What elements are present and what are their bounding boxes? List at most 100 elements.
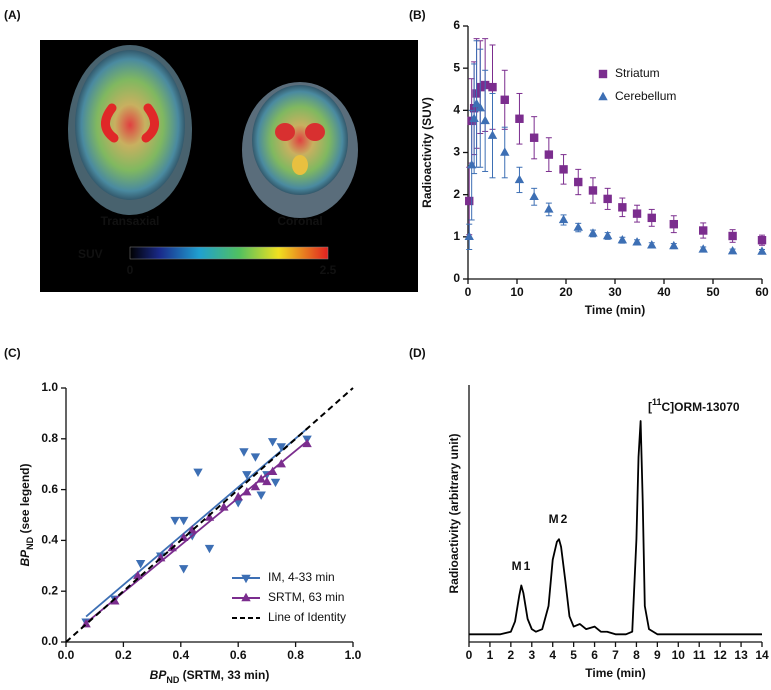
marker bbox=[598, 91, 608, 101]
marker bbox=[471, 98, 482, 108]
marker bbox=[500, 147, 510, 156]
y-tick-label: 0.0 bbox=[41, 634, 58, 648]
x-tick-label: 4 bbox=[549, 648, 556, 662]
x-tick-label: 40 bbox=[657, 285, 671, 299]
marker bbox=[602, 230, 613, 240]
marker bbox=[574, 177, 583, 187]
x-tick-label: 5 bbox=[570, 648, 577, 662]
y-tick-label: 0.4 bbox=[41, 533, 58, 547]
chromatogram-line bbox=[469, 420, 762, 636]
marker bbox=[276, 443, 286, 452]
y-tick-label: 0.6 bbox=[41, 482, 58, 496]
x-tick-label: 10 bbox=[510, 285, 524, 299]
peak-annotation: M2 bbox=[549, 512, 570, 526]
marker bbox=[698, 244, 708, 253]
legend-label: Cerebellum bbox=[615, 89, 676, 103]
marker bbox=[110, 596, 120, 605]
marker bbox=[178, 565, 189, 574]
text-part: (SRTM, 33 min) bbox=[179, 668, 269, 682]
x-tick-label: 0 bbox=[465, 285, 472, 299]
marker bbox=[544, 150, 554, 159]
marker bbox=[699, 226, 708, 235]
x-tick-label: 1.0 bbox=[345, 648, 362, 662]
marker bbox=[133, 570, 143, 580]
marker bbox=[219, 502, 229, 511]
y-tick-label: 6 bbox=[453, 18, 460, 32]
x-tick-label: 7 bbox=[612, 648, 619, 662]
marker bbox=[617, 235, 628, 244]
x-tick-label: 11 bbox=[693, 648, 706, 662]
marker bbox=[487, 130, 498, 139]
marker bbox=[242, 471, 252, 480]
y-axis-label: Radioactivity (arbitrary unit) bbox=[447, 433, 461, 593]
marker bbox=[598, 69, 608, 79]
marker bbox=[632, 209, 642, 218]
colorbar-tick-label: 0 bbox=[127, 263, 134, 277]
marker bbox=[647, 213, 656, 223]
colorbar bbox=[129, 246, 329, 260]
x-tick-label: 0.0 bbox=[58, 648, 75, 662]
x-tick-label: 0.2 bbox=[115, 648, 132, 662]
x-tick-label: 8 bbox=[633, 648, 640, 662]
marker bbox=[603, 194, 612, 204]
x-tick-label: 9 bbox=[654, 648, 661, 662]
colorbar-label: SUV bbox=[78, 247, 103, 261]
legend-label: Striatum bbox=[615, 66, 660, 80]
marker bbox=[276, 459, 286, 468]
marker bbox=[239, 448, 249, 457]
marker bbox=[204, 512, 215, 521]
marker bbox=[256, 474, 266, 483]
peak-annotation: M1 bbox=[512, 559, 533, 573]
peak-annotation: [11C]ORM-13070 bbox=[648, 397, 740, 414]
legend-label: Line of Identity bbox=[268, 610, 346, 624]
marker bbox=[233, 499, 243, 508]
marker bbox=[233, 492, 243, 501]
y-tick-label: 0.8 bbox=[41, 431, 58, 445]
brain-coronal bbox=[242, 82, 358, 218]
marker bbox=[256, 491, 266, 500]
legend-label: IM, 4-33 min bbox=[268, 570, 335, 584]
y-axis-label: BPND (see legend) bbox=[18, 463, 35, 566]
marker bbox=[573, 222, 583, 231]
x-tick-label: 13 bbox=[734, 648, 748, 662]
x-tick-label: 0 bbox=[466, 648, 473, 662]
marker bbox=[241, 574, 251, 584]
x-tick-label: 10 bbox=[672, 648, 686, 662]
marker bbox=[514, 174, 525, 184]
marker bbox=[193, 468, 203, 478]
x-tick-label: 50 bbox=[706, 285, 720, 299]
marker bbox=[757, 246, 767, 255]
marker bbox=[178, 516, 189, 526]
x-tick-label: 20 bbox=[559, 285, 573, 299]
y-tick-label: 0.2 bbox=[41, 583, 58, 597]
marker bbox=[170, 516, 180, 526]
y-tick-label: 5 bbox=[453, 60, 460, 74]
text-part: ND bbox=[25, 536, 35, 549]
marker bbox=[500, 95, 509, 104]
marker bbox=[647, 240, 657, 249]
x-tick-label: 0.6 bbox=[230, 648, 247, 662]
marker bbox=[727, 245, 738, 255]
text-part: [ bbox=[648, 400, 652, 414]
marker bbox=[728, 231, 737, 241]
marker bbox=[270, 478, 281, 488]
text-part: (see legend) bbox=[18, 463, 32, 536]
marker bbox=[204, 544, 215, 554]
x-tick-label: 60 bbox=[755, 285, 769, 299]
x-tick-label: 0.8 bbox=[287, 648, 304, 662]
panel-label: (C) bbox=[4, 346, 21, 360]
y-tick-label: 0 bbox=[453, 271, 460, 285]
x-tick-label: 3 bbox=[528, 648, 535, 662]
panel-label: (A) bbox=[4, 8, 21, 22]
y-tick-label: 4 bbox=[453, 103, 460, 117]
x-tick-label: 2 bbox=[508, 648, 515, 662]
legend-label: SRTM, 63 min bbox=[268, 590, 344, 604]
marker bbox=[544, 204, 554, 213]
marker bbox=[529, 133, 539, 142]
text-part: 11 bbox=[652, 397, 662, 407]
marker bbox=[135, 560, 146, 569]
marker bbox=[242, 486, 252, 496]
x-axis-label: Time (min) bbox=[585, 666, 645, 680]
marker bbox=[529, 191, 539, 200]
